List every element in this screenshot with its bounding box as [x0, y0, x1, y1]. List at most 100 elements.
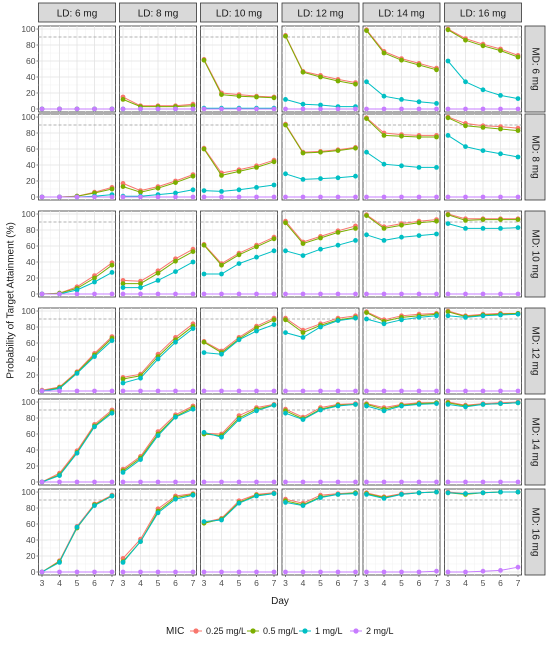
data-point	[254, 291, 259, 297]
data-point	[498, 479, 503, 485]
y-tick-label: 60	[26, 429, 36, 439]
data-point	[445, 313, 451, 319]
facet-panel	[200, 307, 278, 395]
data-point	[109, 262, 115, 268]
data-point	[236, 337, 242, 343]
data-point	[434, 231, 439, 237]
data-point	[190, 291, 196, 297]
data-point	[92, 388, 97, 394]
data-point	[271, 491, 277, 497]
data-point	[463, 194, 468, 200]
y-tick-label: 40	[26, 535, 36, 545]
data-point	[434, 401, 439, 407]
data-point	[57, 473, 62, 478]
facet-panel	[281, 307, 360, 395]
facet-panel	[444, 25, 522, 113]
data-point	[445, 569, 451, 575]
data-point	[364, 479, 369, 485]
data-point	[74, 479, 80, 485]
data-point	[138, 285, 143, 290]
facet-panel	[362, 307, 441, 395]
data-point	[74, 194, 80, 200]
column-strip	[281, 2, 360, 23]
y-tick-label: 40	[26, 445, 36, 455]
data-point	[498, 312, 503, 318]
data-point	[155, 479, 161, 485]
data-point	[335, 569, 341, 575]
data-point	[434, 67, 439, 73]
facet-panel	[444, 113, 522, 201]
data-point	[318, 74, 323, 80]
data-point	[109, 194, 115, 200]
data-point	[416, 233, 422, 239]
data-point	[300, 241, 306, 247]
data-point	[463, 404, 468, 410]
data-point	[434, 313, 439, 319]
data-point	[515, 225, 521, 231]
data-point	[434, 194, 439, 200]
data-point	[173, 190, 178, 196]
data-point	[155, 194, 161, 200]
data-point	[463, 479, 468, 485]
data-point	[283, 291, 288, 297]
column-strip-label: LD: 6 mg	[57, 9, 98, 20]
data-point	[480, 194, 486, 200]
data-point	[219, 106, 224, 112]
data-point	[353, 226, 358, 231]
data-point	[335, 78, 341, 84]
data-point	[399, 106, 404, 112]
data-point	[353, 402, 358, 407]
data-point	[138, 457, 143, 462]
facet-panel	[200, 488, 278, 576]
data-point	[219, 351, 224, 357]
data-point	[318, 495, 323, 501]
data-point	[381, 238, 387, 243]
data-point	[335, 106, 341, 112]
data-point	[381, 408, 387, 414]
data-point	[236, 569, 242, 575]
data-point	[254, 388, 259, 394]
data-point	[92, 194, 97, 200]
data-point	[236, 168, 242, 174]
y-tick-label: 60	[26, 241, 36, 251]
data-point	[173, 388, 178, 394]
data-point	[190, 492, 196, 498]
data-point	[300, 101, 306, 107]
data-point	[399, 222, 404, 228]
facet-panel	[119, 398, 197, 486]
data-point	[120, 376, 126, 382]
data-point	[364, 388, 369, 394]
row-strip	[524, 307, 546, 395]
x-tick-label: 7	[191, 578, 196, 588]
data-point	[434, 291, 439, 297]
data-point	[381, 321, 387, 327]
y-tick-label: 80	[26, 128, 36, 138]
column-strip-label: LD: 12 mg	[297, 9, 343, 20]
facet-panel	[281, 113, 360, 201]
x-tick-label: 7	[353, 578, 358, 588]
data-point	[138, 281, 143, 286]
data-point	[283, 317, 288, 323]
data-point	[57, 559, 62, 565]
data-point	[445, 291, 451, 297]
legend-item-label: 2 mg/L	[366, 626, 394, 636]
data-point	[120, 388, 126, 394]
data-point	[138, 291, 143, 297]
data-point	[353, 479, 358, 485]
column-strip	[200, 2, 278, 23]
facet-panel	[38, 488, 116, 576]
data-point	[318, 479, 323, 485]
facet-panel	[38, 25, 116, 113]
data-point	[364, 291, 369, 297]
data-point	[318, 106, 323, 112]
data-point	[138, 388, 143, 394]
data-point	[190, 406, 196, 412]
data-point	[254, 184, 259, 190]
data-point	[254, 94, 259, 100]
data-point	[283, 500, 288, 505]
data-point	[190, 388, 196, 394]
data-point	[201, 350, 207, 355]
data-point	[236, 93, 242, 99]
data-point	[271, 182, 277, 188]
x-tick-label: 6	[92, 578, 97, 588]
